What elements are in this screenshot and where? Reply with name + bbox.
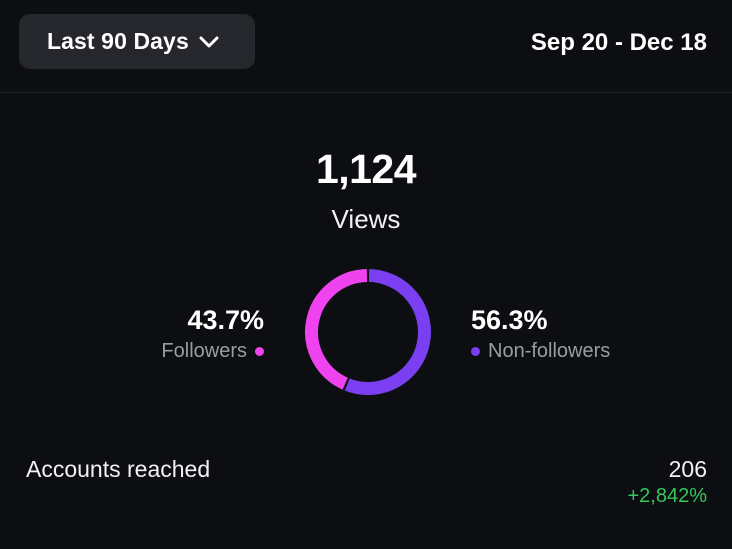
date-range-label: Last 90 Days	[47, 28, 189, 54]
non-followers-percent: 56.3%	[471, 305, 548, 335]
accounts-reached-label: Accounts reached	[26, 456, 211, 482]
non-followers-label: Non-followers	[488, 340, 611, 362]
date-range-text: Sep 20 - Dec 18	[530, 29, 707, 56]
followers-legend: Followers	[161, 338, 264, 364]
non-followers-legend: Non-followers	[471, 338, 610, 364]
views-donut-chart	[305, 269, 431, 395]
views-label: Views	[331, 204, 401, 234]
header-divider	[0, 92, 732, 93]
non-followers-stat: 56.3% Non-followers	[471, 304, 610, 364]
followers-percent: 43.7%	[187, 305, 264, 335]
accounts-reached-change: +2,842%	[627, 485, 707, 507]
non-followers-dot-icon	[471, 346, 480, 356]
chevron-down-icon	[199, 36, 219, 47]
views-count: 1,124	[315, 146, 417, 192]
followers-stat: 43.7% Followers	[161, 304, 264, 364]
accounts-reached-value: 206	[668, 456, 707, 482]
followers-segment	[305, 269, 368, 390]
followers-dot-icon	[255, 346, 264, 356]
date-range-dropdown[interactable]: Last 90 Days	[19, 14, 255, 69]
non-followers-segment	[344, 269, 431, 395]
followers-label: Followers	[161, 340, 247, 362]
